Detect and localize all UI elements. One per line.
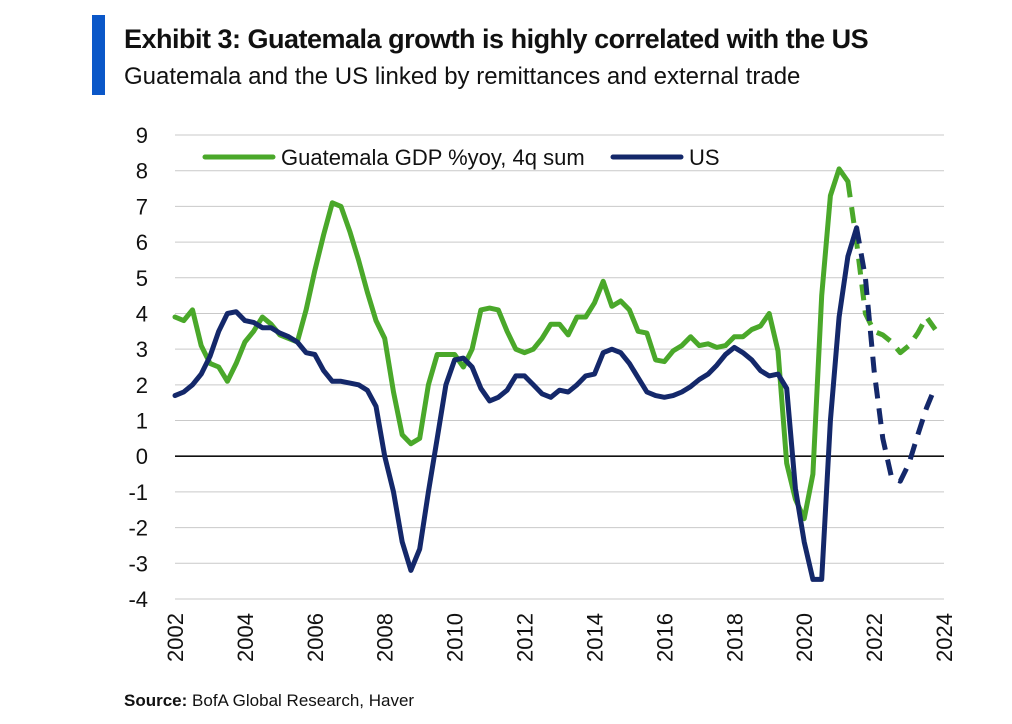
x-tick-label: 2022 xyxy=(862,613,887,662)
x-tick-label: 2002 xyxy=(163,613,188,662)
legend-label: Guatemala GDP %yoy, 4q sum xyxy=(281,145,585,170)
chart-title: Exhibit 3: Guatemala growth is highly co… xyxy=(124,24,869,54)
y-tick-label: -1 xyxy=(128,480,148,505)
y-tick-label: 6 xyxy=(136,230,148,255)
guatemala-series-line xyxy=(172,166,851,522)
y-tick-label: 1 xyxy=(136,409,148,434)
x-tick-label: 2024 xyxy=(932,613,957,662)
source-text: BofA Global Research, Haver xyxy=(192,691,415,710)
y-tick-label: 0 xyxy=(136,444,148,469)
y-tick-label: 7 xyxy=(136,194,148,219)
x-tick-label: 2020 xyxy=(792,613,817,662)
x-tick-label: 2004 xyxy=(233,613,258,662)
legend-label: US xyxy=(689,145,720,170)
y-tick-label: 9 xyxy=(136,123,148,148)
x-tick-label: 2006 xyxy=(303,613,328,662)
y-tick-label: -2 xyxy=(128,516,148,541)
source-label: Source: xyxy=(124,691,188,710)
y-tick-label: 4 xyxy=(136,301,148,326)
us-series-forecast-line xyxy=(854,227,938,484)
y-tick-label: 2 xyxy=(136,373,148,398)
us-series-line xyxy=(172,225,860,582)
guatemala-series-forecast-line xyxy=(845,181,938,356)
y-tick-label: 8 xyxy=(136,159,148,184)
y-tick-label: 5 xyxy=(136,266,148,291)
x-tick-label: 2012 xyxy=(513,613,538,662)
y-tick-label: -4 xyxy=(128,587,148,612)
x-tick-label: 2008 xyxy=(373,613,398,662)
x-tick-label: 2016 xyxy=(652,613,677,662)
x-tick-label: 2014 xyxy=(582,613,607,662)
accent-bar xyxy=(92,15,105,95)
source-note: Source: BofA Global Research, Haver xyxy=(124,691,414,711)
chart-subtitle: Guatemala and the US linked by remittanc… xyxy=(124,63,801,90)
x-tick-label: 2010 xyxy=(443,613,468,662)
y-tick-label: -3 xyxy=(128,551,148,576)
y-tick-label: 3 xyxy=(136,337,148,362)
x-tick-label: 2018 xyxy=(722,613,747,662)
